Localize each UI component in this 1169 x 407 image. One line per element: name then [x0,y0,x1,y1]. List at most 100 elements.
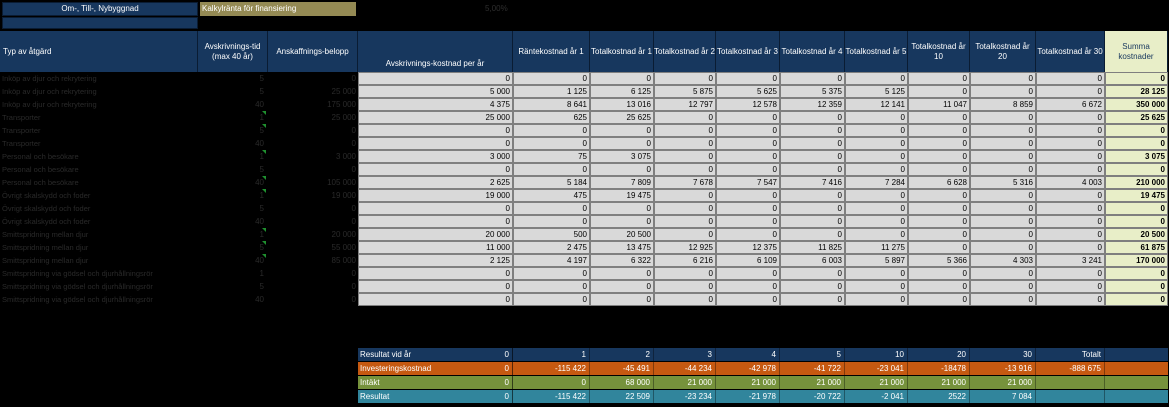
acquisition-amount-value[interactable]: 20 000 [331,230,356,239]
depreciation-time-value[interactable]: 5 [259,204,264,213]
depreciation-time-value[interactable]: 1 [259,152,264,161]
cost-cell: 0 [970,189,1036,202]
cost-cell: 0 [845,111,908,124]
acquisition-amount-value[interactable]: 0 [351,165,356,174]
sum-cost-cell: 20 500 [1105,228,1168,241]
result-cell: 2 [590,348,654,361]
cost-cell: 6 216 [654,254,716,267]
depreciation-time-value[interactable]: 5 [259,165,264,174]
depreciation-time-value[interactable]: 40 [255,217,264,226]
cost-cell: 7 284 [845,176,908,189]
cost-cell: 0 [716,293,780,306]
cost-cell: 7 678 [654,176,716,189]
depreciation-time-value[interactable]: 40 [255,178,264,187]
acquisition-amount-value[interactable]: 0 [351,269,356,278]
result-cell [1036,376,1105,389]
header-col-8: Totalkostnad år 20 [970,31,1036,72]
result-row-label: Investeringskostnad [358,362,513,375]
measure-name: Smittspridning mellan djur [2,243,89,252]
header-col-1: Räntekostnad år 1 [513,31,590,72]
cost-cell: 0 [908,124,970,137]
cost-cell: 0 [654,228,716,241]
cost-cell: 0 [845,137,908,150]
depreciation-time-value[interactable]: 1 [259,113,264,122]
result-cell: -115 422 [513,390,590,403]
measure-row: Inköp av djur och rekrytering 5 25 000 [0,85,358,98]
cost-cell: 0 [845,72,908,85]
cost-cell: 20 500 [590,228,654,241]
measure-row: Övrigt skalskydd och foder 40 0 [0,215,358,228]
cost-cell: 0 [590,124,654,137]
acquisition-amount-value[interactable]: 0 [351,139,356,148]
sum-cost-cell: 3 075 [1105,150,1168,163]
result-cell: 20 [908,348,970,361]
cost-cell: 0 [780,163,845,176]
depreciation-time-value[interactable]: 5 [259,87,264,96]
acquisition-amount-value[interactable]: 0 [351,217,356,226]
acquisition-amount-value[interactable]: 55 000 [331,243,356,252]
result-cell: -45 491 [590,362,654,375]
acquisition-amount-value[interactable]: 25 000 [331,87,356,96]
depreciation-time-value[interactable]: 5 [259,126,264,135]
acquisition-amount-value[interactable]: 0 [351,204,356,213]
cost-cell: 0 [845,280,908,293]
comment-indicator-icon [262,124,266,128]
depreciation-time-value[interactable]: 1 [259,269,264,278]
cost-cell: 2 475 [513,241,590,254]
acquisition-amount-value[interactable]: 25 000 [331,113,356,122]
acquisition-amount-value[interactable]: 0 [351,295,356,304]
acquisition-amount-value[interactable]: 105 000 [327,178,356,187]
interest-rate-value[interactable]: 5,00% [485,4,508,13]
depreciation-time-value[interactable]: 1 [259,191,264,200]
measure-row: Smittspridning via gödsel och djurhållni… [0,267,358,280]
result-cell: -21 978 [716,390,780,403]
sum-cost-cell: 0 [1105,267,1168,280]
cost-cell: 0 [716,189,780,202]
depreciation-time-value[interactable]: 5 [259,74,264,83]
acquisition-amount-value[interactable]: 0 [351,74,356,83]
result-cell: 21 000 [845,376,908,389]
acquisition-amount-value[interactable]: 85 000 [331,256,356,265]
cost-cell: 0 [908,241,970,254]
header-col-2: Totalkostnad år 1 [590,31,654,72]
acquisition-amount-value[interactable]: 0 [351,126,356,135]
depreciation-time-value[interactable]: 5 [259,282,264,291]
depreciation-time-value[interactable]: 1 [259,230,264,239]
cost-cell: 0 [1036,215,1105,228]
cost-cell: 0 [845,215,908,228]
depreciation-time-value[interactable]: 40 [255,256,264,265]
sum-cost-cell: 0 [1105,124,1168,137]
measure-row: Smittspridning via gödsel och djurhållni… [0,293,358,306]
acquisition-amount-value[interactable]: 0 [351,282,356,291]
result-cell: -888 675 [1036,362,1105,375]
cost-cell: 0 [358,293,513,306]
cost-cell: 5 375 [780,85,845,98]
depreciation-time-value[interactable]: 40 [255,139,264,148]
cost-cell: 0 [780,137,845,150]
depreciation-time-value[interactable]: 40 [255,100,264,109]
acquisition-amount-value[interactable]: 3 000 [335,152,356,161]
cost-cell: 0 [654,124,716,137]
depreciation-time-value[interactable]: 5 [259,243,264,252]
depreciation-time-value[interactable]: 40 [255,295,264,304]
result-row: Resultat vid år 0 1 2 3 4 5 10 20 30 Totalt [358,348,1168,361]
cost-cell: 0 [590,267,654,280]
acquisition-amount-value[interactable]: 19 000 [331,191,356,200]
cost-cell: 0 [1036,293,1105,306]
cost-cell: 0 [654,267,716,280]
result-cell: 0 [358,362,513,375]
measure-row: Övrigt skalskydd och foder 1 19 000 [0,189,358,202]
section-title: Om-, Till-, Nybyggnad [2,2,198,16]
cost-cell: 6 322 [590,254,654,267]
measure-name: Inköp av djur och rekrytering [2,100,97,109]
sum-cost-cell: 19 475 [1105,189,1168,202]
cost-cell: 0 [780,267,845,280]
cost-cell: 0 [358,124,513,137]
cost-cell: 0 [1036,267,1105,280]
header-col-9: Totalkostnad år 30 [1036,31,1105,72]
cost-cell: 0 [908,72,970,85]
cost-cell: 8 641 [513,98,590,111]
sum-cost-cell: 170 000 [1105,254,1168,267]
acquisition-amount-value[interactable]: 175 000 [327,100,356,109]
measure-name: Inköp av djur och rekrytering [2,74,97,83]
